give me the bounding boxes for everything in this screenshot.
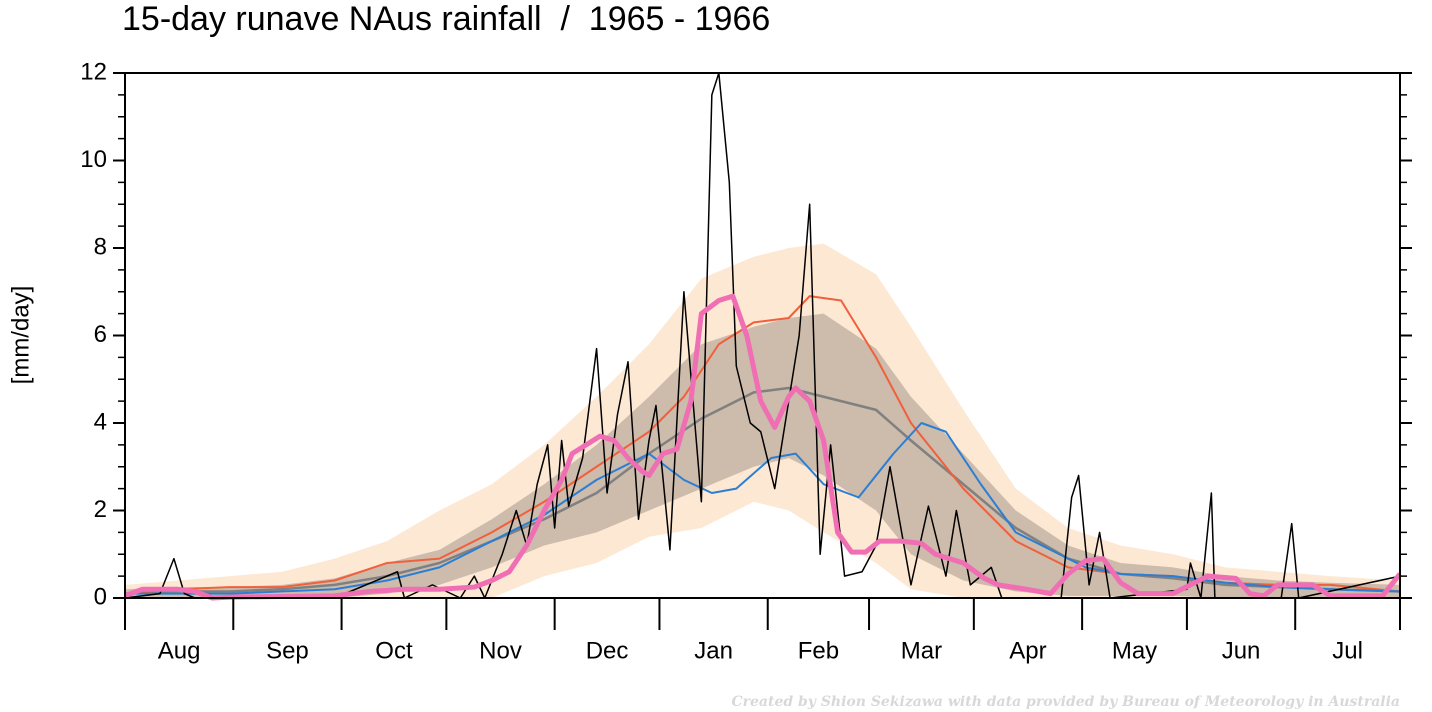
line xyxy=(125,422,1401,595)
x-tick-label: Jul xyxy=(1332,637,1363,664)
x-tick-label: Jan xyxy=(694,637,733,664)
x-tick-label: Aug xyxy=(158,637,201,664)
x-tick-label: Oct xyxy=(375,637,413,664)
x-tick-label: Sep xyxy=(266,637,309,664)
y-tick-label: 10 xyxy=(80,146,107,173)
x-tick-label: Mar xyxy=(901,637,942,664)
y-tick-label: 2 xyxy=(94,496,107,523)
footnote: Created by Shion Sekizawa with data prov… xyxy=(731,694,1400,710)
y-tick-label: 4 xyxy=(94,408,107,435)
y-tick-label: 0 xyxy=(94,583,107,610)
band xyxy=(125,313,1400,598)
y-tick-label: 8 xyxy=(94,233,107,260)
y-tick-label: 6 xyxy=(94,321,107,348)
x-tick-label: Apr xyxy=(1009,637,1046,664)
x-tick-label: Jun xyxy=(1222,637,1261,664)
y-tick-label: 12 xyxy=(80,58,107,85)
x-tick-label: Nov xyxy=(479,637,522,664)
x-tick-label: May xyxy=(1112,637,1157,664)
x-tick-label: Feb xyxy=(798,637,839,664)
line xyxy=(124,293,1402,601)
x-tick-label: Dec xyxy=(586,637,629,664)
y-axis-label: [mm/day] xyxy=(7,286,34,385)
chart-title: 15-day runave NAus rainfall / 1965 - 196… xyxy=(122,0,770,38)
line xyxy=(124,386,1401,595)
